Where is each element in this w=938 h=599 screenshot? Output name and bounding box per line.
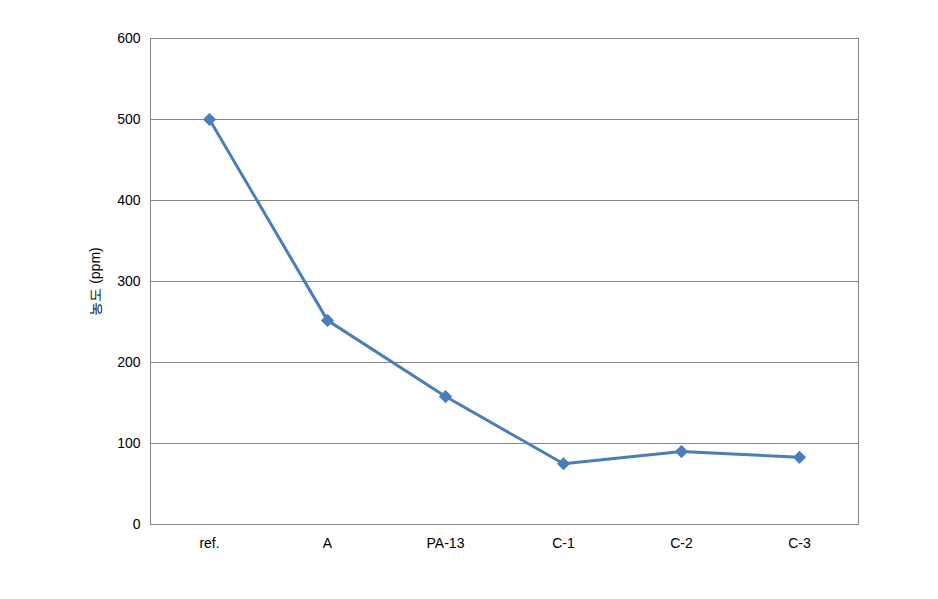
svg-text:A: A <box>323 535 333 551</box>
svg-text:300: 300 <box>117 273 141 289</box>
svg-text:ref.: ref. <box>199 535 219 551</box>
svg-text:600: 600 <box>117 30 141 46</box>
svg-text:C-2: C-2 <box>670 535 693 551</box>
svg-text:200: 200 <box>117 354 141 370</box>
svg-text:500: 500 <box>117 111 141 127</box>
svg-text:400: 400 <box>117 192 141 208</box>
svg-text:C-3: C-3 <box>788 535 811 551</box>
svg-text:PA-13: PA-13 <box>427 535 465 551</box>
svg-text:농도 (ppm): 농도 (ppm) <box>87 247 103 315</box>
svg-text:C-1: C-1 <box>552 535 575 551</box>
svg-text:0: 0 <box>133 516 141 532</box>
svg-text:100: 100 <box>117 435 141 451</box>
